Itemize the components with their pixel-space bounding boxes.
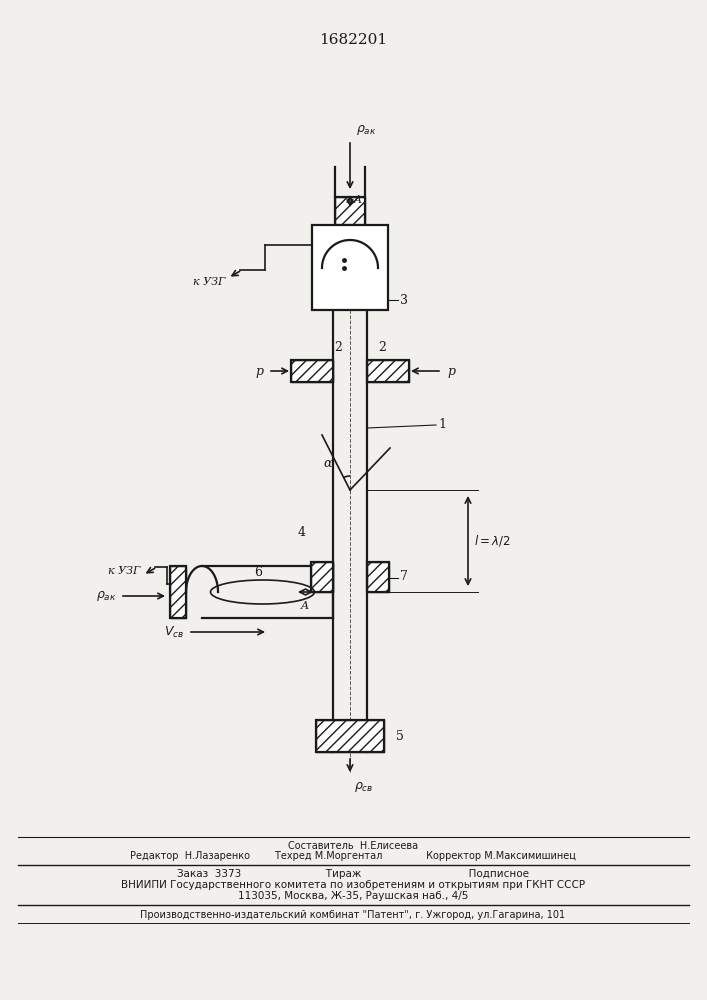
Text: $\rho_{ак}$: $\rho_{ак}$	[96, 589, 117, 603]
Text: 7: 7	[400, 570, 408, 584]
Text: A: A	[354, 195, 362, 205]
Text: Составитель  Н.Елисеева: Составитель Н.Елисеева	[288, 841, 418, 851]
Bar	[312, 225, 388, 310]
Text: 2: 2	[334, 341, 342, 354]
Bar	[311, 562, 333, 592]
Text: $\rho_{св}$: $\rho_{св}$	[354, 780, 373, 794]
Bar	[311, 562, 333, 592]
Text: 4: 4	[298, 526, 306, 538]
Text: 3: 3	[400, 294, 408, 306]
Text: 6: 6	[254, 566, 262, 578]
Bar	[316, 720, 384, 752]
Bar	[367, 562, 389, 592]
Bar	[335, 197, 365, 225]
Text: $V_{св}$: $V_{св}$	[164, 624, 184, 640]
Bar	[170, 566, 186, 618]
Bar	[291, 360, 333, 382]
Text: р: р	[255, 364, 263, 377]
Text: Редактор  Н.Лазаренко        Техред М.Моргентал              Корректор М.Максими: Редактор Н.Лазаренко Техред М.Моргентал …	[130, 851, 576, 861]
Bar	[367, 360, 409, 382]
Text: A: A	[301, 601, 309, 611]
Text: 1: 1	[438, 418, 446, 432]
Polygon shape	[322, 240, 378, 268]
Text: α: α	[324, 457, 332, 470]
Text: 5: 5	[396, 730, 404, 742]
Text: 113035, Москва, Ж-35, Раушская наб., 4/5: 113035, Москва, Ж-35, Раушская наб., 4/5	[238, 891, 468, 901]
Bar	[367, 562, 389, 592]
Text: к УЗГ: к УЗГ	[107, 566, 140, 576]
Bar	[335, 197, 365, 225]
Text: к УЗГ: к УЗГ	[192, 277, 225, 287]
Text: $l = \lambda/2$: $l = \lambda/2$	[474, 534, 510, 548]
Bar	[316, 720, 384, 752]
Bar	[170, 566, 186, 618]
Text: ВНИИПИ Государственного комитета по изобретениям и открытиям при ГКНТ СССР: ВНИИПИ Государственного комитета по изоб…	[121, 880, 585, 890]
Bar	[291, 360, 333, 382]
Text: 1682201: 1682201	[319, 33, 387, 47]
Text: 2: 2	[378, 341, 386, 354]
Text: р: р	[447, 364, 455, 377]
Text: $\rho_{ак}$: $\rho_{ак}$	[356, 123, 377, 137]
Bar	[367, 360, 409, 382]
Text: Производственно-издательский комбинат "Патент", г. Ужгород, ул.Гагарина, 101: Производственно-издательский комбинат "П…	[141, 910, 566, 920]
Text: Заказ  3373                          Тираж                                 Подпи: Заказ 3373 Тираж Подпи	[177, 869, 529, 879]
